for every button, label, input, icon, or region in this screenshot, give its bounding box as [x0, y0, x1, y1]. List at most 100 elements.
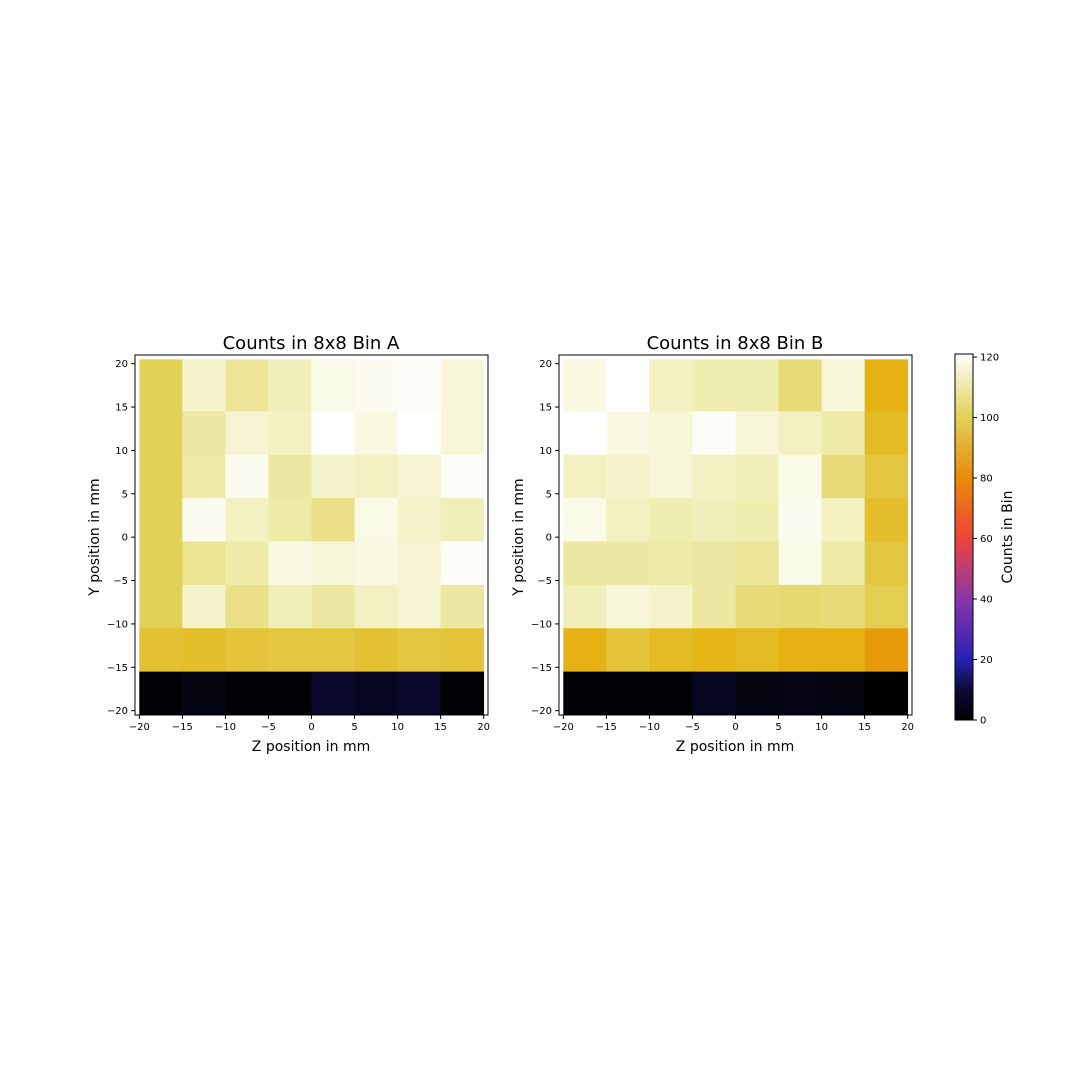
heatmap-cell	[225, 628, 269, 673]
heatmap-cell	[649, 541, 693, 586]
chart-title-a: Counts in 8x8 Bin A	[223, 333, 400, 354]
colorbar-tick-label: 80	[980, 474, 993, 485]
heatmap-cell	[354, 498, 398, 542]
heatmap-cell	[735, 628, 779, 673]
heatmap-cell	[563, 628, 607, 673]
heatmap-cell	[821, 628, 866, 673]
x-tick-label: −5	[685, 722, 700, 733]
heatmap-cell	[692, 541, 736, 586]
heatmap-cell	[182, 628, 226, 673]
heatmap-cell	[778, 359, 822, 412]
x-tick-label: 5	[775, 722, 781, 733]
heatmap-cell	[563, 454, 607, 499]
heatmap-cell	[440, 411, 485, 456]
colorbar-tick-label: 20	[980, 655, 993, 666]
heatmap-cell	[139, 671, 183, 716]
x-tick-label: 10	[391, 722, 404, 733]
heatmap-cell	[354, 359, 398, 412]
x-tick-label: 5	[351, 722, 357, 733]
heatmap-cell	[268, 541, 312, 586]
heatmap-cell	[225, 498, 269, 542]
heatmap-cell	[735, 541, 779, 586]
heatmap-cell	[268, 628, 312, 673]
heatmap-cell	[139, 359, 183, 412]
y-tick-label: 20	[115, 359, 128, 370]
heatmap-cell	[440, 584, 485, 629]
colorbar-ticks: 0 20 40 60 80 100 120	[973, 353, 999, 727]
heatmap-cell	[606, 454, 650, 499]
heatmap-cell	[440, 359, 485, 412]
y-tick-label: −15	[531, 663, 552, 674]
heatmap-cell	[606, 671, 650, 716]
heatmap-cell	[692, 411, 736, 456]
heatmap-cell	[821, 541, 866, 586]
heatmap-cell	[311, 584, 355, 629]
heatmap-cell	[606, 359, 650, 412]
heatmap-cell	[778, 628, 822, 673]
x-axis-label-b: Z position in mm	[676, 739, 794, 755]
colorbar-tick-label: 40	[980, 595, 993, 606]
cells-b	[563, 359, 909, 716]
heatmap-cell	[864, 498, 909, 542]
heatmap-cell	[354, 671, 398, 716]
cells-a	[139, 359, 485, 716]
y-tick-label: −10	[107, 619, 128, 630]
heatmap-cell	[864, 411, 909, 456]
x-axis-label-a: Z position in mm	[252, 739, 370, 755]
heatmap-cell	[225, 359, 269, 412]
heatmap-cell	[735, 454, 779, 499]
heatmap-cell	[268, 671, 312, 716]
y-tick-label: −20	[107, 706, 128, 717]
heatmap-cell	[563, 498, 607, 542]
colorbar-tick-label: 60	[980, 534, 993, 545]
colorbar-tick-label: 120	[980, 353, 999, 364]
y-tick-label: 5	[122, 489, 128, 500]
heatmap-cell	[606, 628, 650, 673]
heatmap-cell	[182, 359, 226, 412]
colorbar-tick-label: 100	[980, 413, 999, 424]
heatmap-cell	[268, 498, 312, 542]
y-tick-label: 0	[546, 533, 552, 544]
heatmap-cell	[225, 671, 269, 716]
heatmap-cell	[821, 411, 866, 456]
y-tick-label: −20	[531, 706, 552, 717]
heatmap-cell	[139, 541, 183, 586]
y-ticks-b: −20 −15 −10 −5 0 5 10 15 20	[531, 359, 559, 717]
heatmap-cell	[864, 584, 909, 629]
x-tick-label: 15	[858, 722, 871, 733]
heatmap-cell	[821, 359, 866, 412]
colorbar-gradient	[954, 353, 974, 721]
x-tick-label: 10	[815, 722, 828, 733]
x-tick-label: −15	[596, 722, 617, 733]
heatmap-cell	[692, 584, 736, 629]
heatmap-cell	[268, 454, 312, 499]
heatmap-panel-b: Counts in 8x8 Bin B −20 −15 −10 −5 0 5 10 15 20 …	[511, 333, 914, 755]
heatmap-cell	[821, 584, 866, 629]
heatmap-cell	[139, 498, 183, 542]
heatmap-cell	[139, 411, 183, 456]
heatmap-cell	[563, 671, 607, 716]
heatmap-cell	[268, 411, 312, 456]
heatmap-cell	[440, 628, 485, 673]
x-tick-label: −20	[553, 722, 574, 733]
heatmap-cell	[397, 498, 442, 542]
heatmap-cell	[311, 541, 355, 586]
heatmap-cell	[182, 498, 226, 542]
heatmap-cell	[649, 454, 693, 499]
heatmap-panel-a: Counts in 8x8 Bin A −20 −15 −10 −5 0 5 10 15 20 …	[87, 333, 490, 755]
heatmap-cell	[563, 359, 607, 412]
heatmap-cell	[397, 454, 442, 499]
x-ticks-b: −20 −15 −10 −5 0 5 10 15 20	[553, 715, 914, 733]
y-tick-label: 0	[122, 533, 128, 544]
heatmap-cell	[354, 584, 398, 629]
heatmap-cell	[649, 584, 693, 629]
heatmap-cell	[440, 498, 485, 542]
heatmap-cell	[440, 671, 485, 716]
heatmap-cell	[354, 411, 398, 456]
colorbar: 0 20 40 60 80 100 120 Counts in Bin	[954, 353, 1016, 727]
heatmap-cell	[778, 671, 822, 716]
heatmap-cell	[563, 584, 607, 629]
heatmap-cell	[778, 411, 822, 456]
heatmap-cell	[649, 359, 693, 412]
heatmap-cell	[649, 671, 693, 716]
